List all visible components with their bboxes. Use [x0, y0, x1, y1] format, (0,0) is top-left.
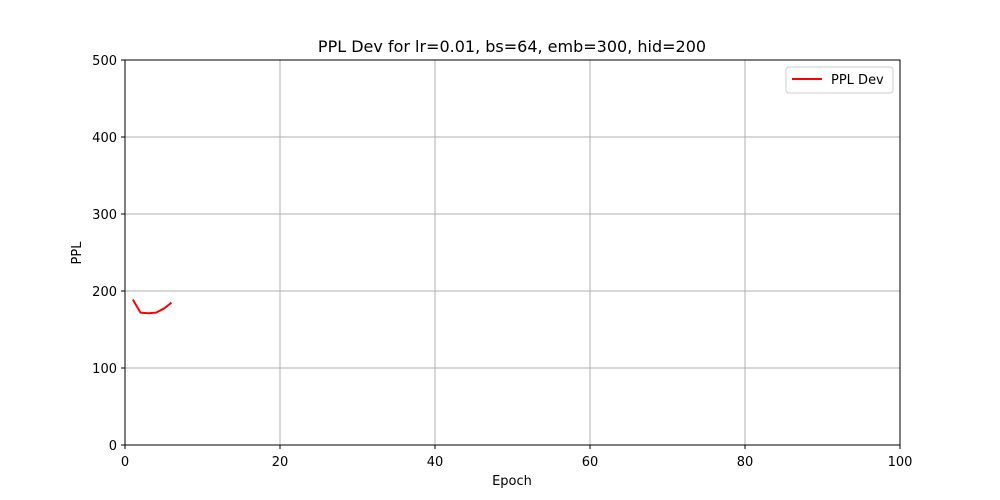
- y-tick-label: 0: [109, 439, 117, 454]
- y-tick-label: 100: [92, 362, 117, 377]
- y-tick-label: 500: [92, 54, 117, 69]
- x-tick-label: 100: [888, 455, 913, 470]
- x-tick-label: 40: [427, 455, 444, 470]
- x-tick-label: 20: [272, 455, 289, 470]
- x-axis-label: Epoch: [492, 474, 532, 489]
- y-axis-label: PPL: [70, 241, 85, 265]
- series-line: [131, 298, 173, 315]
- x-tick-label: 80: [737, 455, 754, 470]
- y-tick-label: 300: [92, 208, 117, 223]
- legend-label: PPL Dev: [831, 73, 884, 88]
- series-layer: [131, 298, 173, 315]
- y-tick-label: 400: [92, 131, 117, 146]
- x-tick-label: 0: [121, 455, 129, 470]
- legend: PPL Dev: [785, 66, 894, 94]
- ticks: 0 20 40 60 80 100 0 100 200 300 400 500: [92, 54, 912, 470]
- legend-box: [785, 66, 894, 94]
- x-tick-label: 60: [582, 455, 599, 470]
- plot-frame: [124, 59, 901, 446]
- y-tick-label: 200: [92, 285, 117, 300]
- grid: [124, 59, 901, 446]
- chart-title: PPL Dev for lr=0.01, bs=64, emb=300, hid…: [318, 37, 706, 56]
